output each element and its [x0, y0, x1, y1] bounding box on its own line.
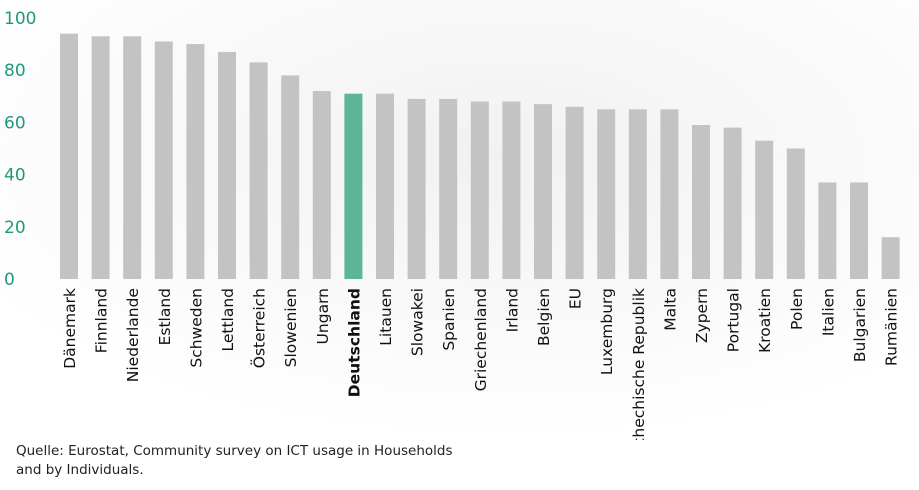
bar: [786, 148, 805, 279]
bar: [154, 41, 173, 279]
source-line-2: and by Individuals.: [16, 462, 144, 478]
bar: [502, 101, 521, 280]
x-tick-label: Deutschland: [345, 288, 363, 397]
y-tick-label: 0: [4, 270, 15, 290]
x-tick-label: Österreich: [250, 288, 269, 368]
bar: [218, 51, 236, 280]
x-tick-label: Tschechische Republik: [630, 288, 648, 440]
bar: [660, 109, 679, 279]
x-tick-label: Rumänien: [883, 288, 901, 366]
x-tick-label: Kroatien: [756, 288, 774, 353]
x-tick-label: Griechenland: [472, 288, 490, 391]
x-tick-label: Schweden: [187, 288, 205, 368]
bar: [597, 109, 616, 279]
x-tick-label: Irland: [503, 288, 521, 332]
x-tick-label: Italien: [819, 288, 837, 336]
bar: [534, 104, 552, 279]
bar: [281, 75, 300, 279]
x-tick-label: Belgien: [535, 288, 553, 346]
bar: [249, 62, 268, 280]
y-tick-label: 100: [4, 9, 36, 29]
x-tick-label: Slowakei: [409, 288, 427, 356]
x-tick-label: Portugal: [725, 288, 743, 352]
bar: [186, 44, 205, 279]
x-tick-label: Spanien: [440, 288, 458, 351]
x-tick-label: Dänemark: [61, 288, 79, 369]
bar: [439, 98, 458, 279]
x-tick-label: Malta: [661, 288, 679, 331]
bar: [692, 125, 710, 279]
x-tick-label: Ungarn: [314, 288, 332, 344]
x-tick-label: Polen: [788, 288, 806, 330]
x-tick-label: EU: [567, 288, 585, 309]
bar: [565, 106, 584, 280]
bar: [755, 140, 774, 279]
y-tick-label: 80: [4, 61, 26, 81]
source-note: Quelle: Eurostat, Community survey on IC…: [16, 442, 516, 480]
x-tick-label: Slowenien: [282, 288, 300, 367]
x-tick-label: Niederlande: [124, 288, 142, 382]
bar: [628, 109, 647, 279]
x-tick-label: Lettland: [219, 288, 237, 352]
bar: [376, 93, 394, 279]
source-line-1: Quelle: Eurostat, Community survey on IC…: [16, 443, 453, 459]
x-tick-label: Litauen: [377, 288, 395, 346]
bar: [344, 93, 363, 279]
bar: [407, 98, 426, 279]
x-tick-label: Finnland: [93, 288, 111, 353]
bar: [123, 36, 142, 279]
x-tick-label: Luxemburg: [598, 288, 616, 375]
bar: [312, 91, 331, 279]
bar: [881, 237, 900, 279]
x-tick-label: Estland: [156, 288, 174, 345]
x-tick-label: Bulgarien: [851, 288, 869, 362]
bar: [818, 182, 837, 279]
bar: [850, 182, 868, 279]
y-axis: 0 20 40 60 80 100: [4, 9, 36, 290]
bar: [470, 101, 489, 280]
y-tick-label: 60: [4, 113, 26, 133]
bar-chart-svg: 0 20 40 60 80 100 Dänemark Finnland Niederlande…: [0, 0, 919, 462]
bars: [60, 33, 900, 280]
y-tick-label: 20: [4, 218, 26, 238]
bar: [723, 127, 742, 280]
bar: [60, 33, 78, 279]
y-tick-label: 40: [4, 166, 26, 186]
x-axis-labels: Dänemark Finnland Niederlande Estland Schwed…: [61, 288, 901, 462]
bar: [91, 36, 110, 279]
x-tick-label: Zypern: [693, 288, 711, 343]
